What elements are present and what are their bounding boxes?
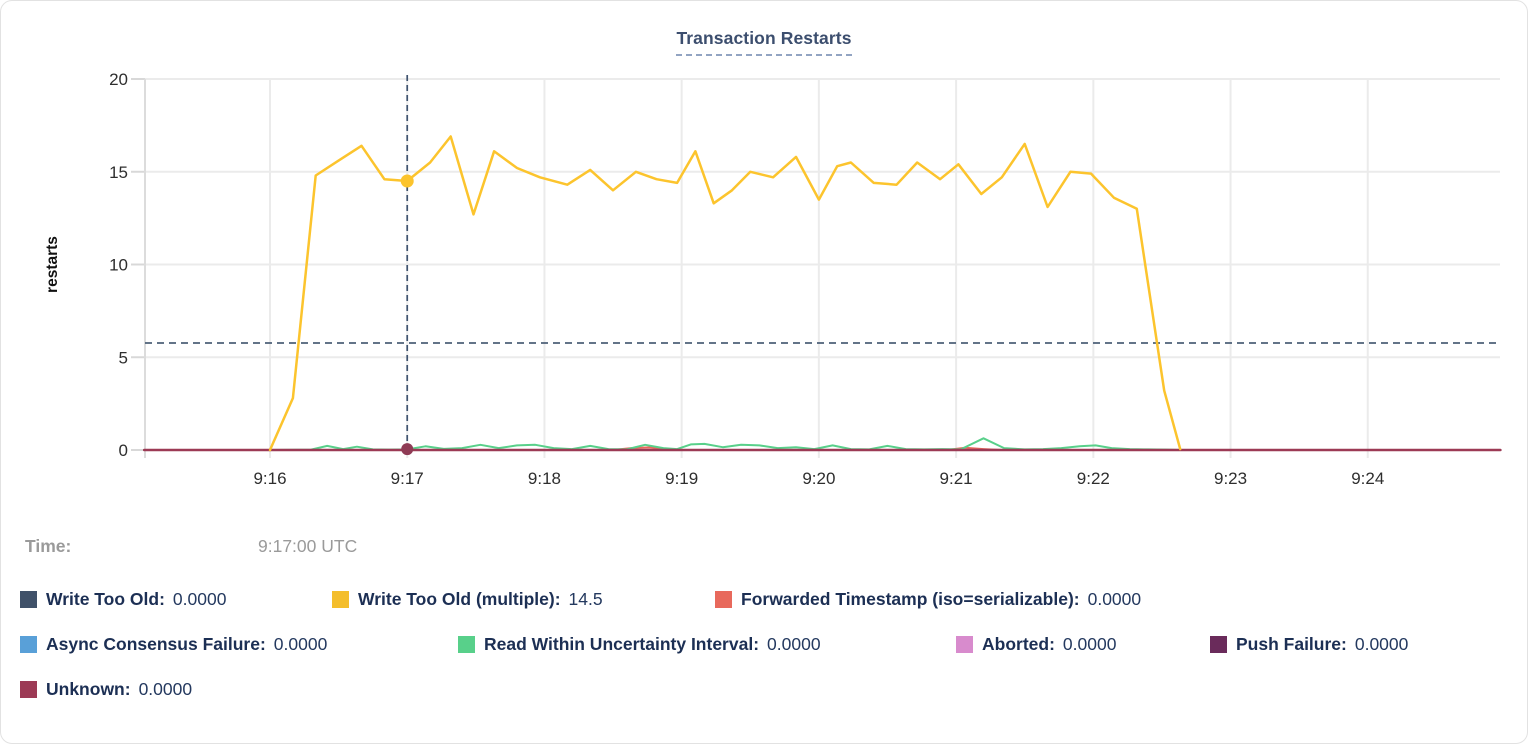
y-tick-label: 20: [109, 70, 128, 89]
legend-label: Unknown:: [46, 679, 131, 699]
legend-label: Write Too Old:: [46, 589, 165, 609]
legend-value: 0.0000: [138, 679, 193, 699]
legend-color-swatch: [956, 636, 973, 653]
legend-color-swatch: [715, 591, 732, 608]
x-tick-label: 9:23: [1214, 469, 1247, 488]
legend-item-push-failure[interactable]: Push Failure: 0.0000: [1210, 634, 1408, 655]
chart-title-wrap: Transaction Restarts: [0, 28, 1528, 56]
y-axis-title: restarts: [44, 236, 61, 293]
legend-row: Write Too Old: 0.0000 Write Too Old (multi…: [0, 589, 1528, 615]
time-value: 9:17:00 UTC: [258, 536, 358, 556]
legend-value: 0.0000: [172, 589, 227, 609]
legend-color-swatch: [332, 591, 349, 608]
legend-item-aborted[interactable]: Aborted: 0.0000: [956, 634, 1116, 655]
legend-color-swatch: [20, 591, 37, 608]
legend-item-forwarded-timestamp-iso-serializable[interactable]: Forwarded Timestamp (iso=serializable): 0…: [715, 589, 1141, 610]
legend-label: Aborted:: [982, 634, 1055, 654]
legend-color-swatch: [20, 681, 37, 698]
chart-plot-area[interactable]: 9:16 9:17 9:18 9:19 9:20 9:21 9:22 9:23 9:24 0 5 10…: [0, 0, 1528, 512]
legend-label: Write Too Old (multiple):: [358, 589, 561, 609]
legend-color-swatch: [20, 636, 37, 653]
legend-value: 0.0000: [767, 634, 821, 654]
legend-row: Unknown: 0.0000: [0, 679, 1528, 705]
legend-color-swatch: [1210, 636, 1227, 653]
legend-row: Async Consensus Failure: 0.0000 Read Withi…: [0, 634, 1528, 660]
cursor-dot: [400, 174, 414, 188]
x-tick-label: 9:18: [528, 469, 561, 488]
legend-label: Forwarded Timestamp (iso=serializable):: [741, 589, 1080, 609]
y-tick-label: 15: [109, 163, 128, 182]
x-tick-label: 9:17: [391, 469, 424, 488]
legend-label: Push Failure:: [1236, 634, 1347, 654]
x-tick-label: 9:19: [665, 469, 698, 488]
legend-value: 0.0000: [1062, 634, 1117, 654]
legend-item-read-within-uncertainty-interval[interactable]: Read Within Uncertainty Interval: 0.0000: [458, 634, 821, 655]
x-tick-label: 9:20: [802, 469, 835, 488]
legend-label: Async Consensus Failure:: [46, 634, 266, 654]
legend-item-async-consensus-failure[interactable]: Async Consensus Failure: 0.0000: [20, 634, 327, 655]
y-tick-label: 0: [119, 441, 128, 460]
x-tick-label: 9:24: [1351, 469, 1384, 488]
legend-item-unknown[interactable]: Unknown: 0.0000: [20, 679, 192, 700]
legend-item-write-too-old-multiple[interactable]: Write Too Old (multiple): 14.5: [332, 589, 603, 610]
legend-color-swatch: [458, 636, 475, 653]
legend-label: Read Within Uncertainty Interval:: [484, 634, 760, 654]
cursor-dot: [401, 443, 414, 456]
y-tick-label: 10: [109, 256, 128, 275]
time-label: Time:: [25, 536, 72, 556]
legend-value: 0.0000: [1354, 634, 1409, 654]
x-tick-label: 9:22: [1077, 469, 1110, 488]
x-tick-label: 9:16: [253, 469, 286, 488]
legend-value: 0.0000: [273, 634, 328, 654]
y-tick-label: 5: [119, 348, 128, 367]
legend-item-write-too-old[interactable]: Write Too Old: 0.0000: [20, 589, 226, 610]
series-line-write-too-old-multiple-: [268, 135, 1182, 452]
legend-value: 14.5: [568, 589, 603, 609]
legend-value: 0.0000: [1087, 589, 1142, 609]
x-tick-label: 9:21: [940, 469, 973, 488]
chart-title: Transaction Restarts: [676, 28, 852, 56]
